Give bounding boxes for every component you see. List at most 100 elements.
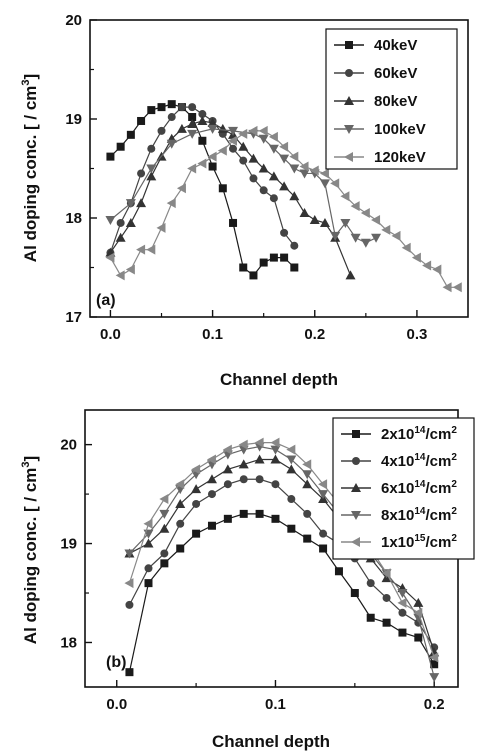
data-point bbox=[176, 545, 184, 553]
legend-label-base: 8x10 bbox=[381, 507, 414, 524]
data-point bbox=[397, 598, 406, 608]
x-tick-label: 0.1 bbox=[265, 696, 286, 713]
data-point bbox=[229, 145, 237, 153]
legend-label-unit-exp: 2 bbox=[451, 479, 457, 490]
y-tick-label: 20 bbox=[65, 12, 82, 29]
legend-label-exp: 14 bbox=[414, 479, 426, 490]
data-point bbox=[310, 215, 320, 224]
data-point bbox=[249, 271, 257, 279]
y-tick-label: 17 bbox=[65, 309, 82, 326]
data-point bbox=[146, 245, 155, 255]
data-point bbox=[319, 545, 327, 553]
data-point bbox=[197, 116, 207, 125]
data-point bbox=[270, 254, 278, 262]
legend-label-unit-exp: 2 bbox=[451, 452, 457, 463]
data-point bbox=[126, 264, 135, 274]
legend-label: 100keV bbox=[374, 121, 426, 138]
data-point bbox=[192, 500, 200, 508]
data-point bbox=[398, 609, 406, 617]
legend-label-exp: 15 bbox=[414, 533, 426, 544]
data-point bbox=[125, 601, 133, 609]
legend-marker bbox=[345, 41, 353, 49]
data-point bbox=[256, 475, 264, 483]
data-point bbox=[158, 103, 166, 111]
data-point bbox=[224, 480, 232, 488]
data-point bbox=[208, 152, 217, 162]
data-point bbox=[287, 495, 295, 503]
data-point bbox=[346, 270, 356, 279]
data-point bbox=[178, 103, 186, 111]
y-axis-label-close-a: ] bbox=[21, 74, 40, 80]
legend-label-unit: /cm bbox=[426, 453, 452, 470]
data-point bbox=[320, 179, 330, 188]
data-point bbox=[124, 578, 133, 588]
chart-panel-a: 0.0 0.1 0.2 0.3 17181920 (a) Channel depth … bbox=[20, 12, 468, 389]
data-point bbox=[303, 510, 311, 518]
data-point bbox=[187, 164, 196, 174]
data-point bbox=[287, 525, 295, 533]
data-point bbox=[147, 145, 155, 153]
data-point bbox=[106, 153, 114, 161]
data-point bbox=[367, 614, 375, 622]
data-point bbox=[126, 218, 136, 227]
legend-label-base: 2x10 bbox=[381, 426, 414, 443]
legend-marker bbox=[345, 69, 353, 77]
data-point bbox=[177, 124, 187, 133]
data-point bbox=[318, 479, 327, 489]
y-tick-label: 18 bbox=[60, 634, 77, 651]
y-ticks-b: 18 19 20 bbox=[60, 437, 92, 652]
data-point bbox=[269, 132, 278, 142]
data-point bbox=[351, 234, 361, 243]
data-point bbox=[208, 522, 216, 530]
data-point bbox=[240, 510, 248, 518]
data-point bbox=[192, 530, 200, 538]
data-point bbox=[383, 619, 391, 627]
legend-label-unit: /cm bbox=[426, 426, 452, 443]
data-point bbox=[414, 634, 422, 642]
legend-label: 40keV bbox=[374, 37, 417, 54]
data-point bbox=[137, 169, 145, 177]
data-point bbox=[147, 106, 155, 114]
y-tick-label: 20 bbox=[60, 437, 77, 454]
data-point bbox=[218, 124, 228, 133]
y-axis-label-text-a: Al doping conc. [ / cm bbox=[21, 86, 40, 263]
data-point bbox=[191, 484, 201, 493]
data-point bbox=[443, 282, 452, 292]
y-tick-label: 19 bbox=[60, 536, 77, 553]
data-point bbox=[269, 171, 279, 180]
x-ticks-b: 0.0 0.1 0.2 bbox=[106, 680, 444, 713]
x-tick-label: 0.0 bbox=[100, 326, 121, 343]
legend-label-base: 1x10 bbox=[381, 534, 414, 551]
data-point bbox=[361, 208, 370, 218]
legend-label-base: 6x10 bbox=[381, 480, 414, 497]
data-point bbox=[136, 245, 145, 255]
data-point bbox=[303, 535, 311, 543]
data-point bbox=[239, 157, 247, 165]
y-ticks-a: 17181920 bbox=[65, 12, 97, 326]
data-point bbox=[159, 524, 169, 533]
y-axis-label-a: Al doping conc. [ / cm3] bbox=[20, 74, 40, 262]
data-point bbox=[188, 103, 196, 111]
legend-label-unit-exp: 2 bbox=[451, 425, 457, 436]
data-point bbox=[158, 127, 166, 135]
data-point bbox=[271, 480, 279, 488]
legend-label-exp: 14 bbox=[414, 452, 426, 463]
chart-panel-b: 0.0 0.1 0.2 18 19 20 (b) Channel depth Al do… bbox=[20, 410, 474, 751]
y-tick-label: 18 bbox=[65, 210, 82, 227]
data-point bbox=[105, 216, 115, 225]
data-point bbox=[290, 264, 298, 272]
data-point bbox=[144, 564, 152, 572]
data-point bbox=[157, 223, 166, 233]
x-tick-label: 0.1 bbox=[202, 326, 223, 343]
data-point bbox=[391, 231, 400, 241]
data-point bbox=[160, 549, 168, 557]
data-point bbox=[117, 219, 125, 227]
legend-label: 80keV bbox=[374, 93, 417, 110]
data-point bbox=[168, 113, 176, 121]
data-point bbox=[351, 589, 359, 597]
x-tick-label: 0.0 bbox=[106, 696, 127, 713]
data-point bbox=[207, 474, 217, 483]
data-point bbox=[187, 130, 197, 139]
data-point bbox=[280, 254, 288, 262]
data-point bbox=[238, 129, 247, 139]
